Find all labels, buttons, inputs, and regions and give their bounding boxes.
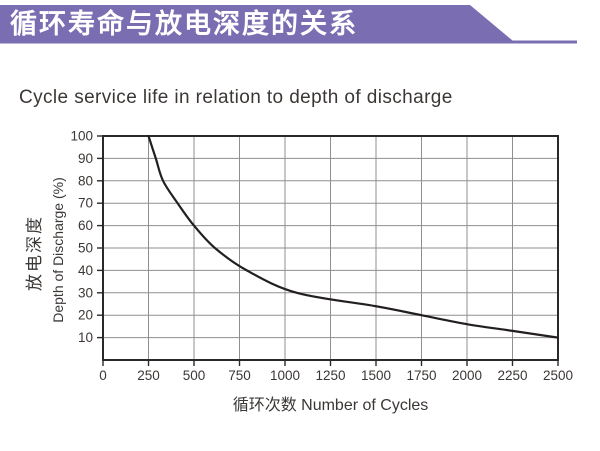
y-tick-label: 10 (78, 330, 93, 345)
banner-title: 循环寿命与放电深度的关系 (10, 9, 358, 39)
cycle-life-curve (147, 134, 560, 339)
y-axis-title-en: Depth of Discharge (%) (50, 177, 66, 323)
x-tick-label: 1000 (270, 368, 300, 383)
x-tick-label: 0 (99, 368, 107, 383)
x-tick-label: 1750 (406, 368, 436, 383)
chart-subtitle: Cycle service life in relation to depth … (19, 87, 453, 108)
banner-trapezoid (0, 5, 577, 44)
plot-border (102, 135, 559, 361)
x-tick-label: 500 (183, 368, 206, 383)
y-tick-label: 50 (78, 241, 93, 256)
y-tick-label: 90 (78, 151, 93, 166)
x-tick-label: 250 (137, 368, 160, 383)
x-tick-label: 2000 (452, 368, 482, 383)
y-tick-label: 60 (78, 218, 93, 233)
y-tick-label: 40 (78, 263, 93, 278)
y-tick-label: 20 (78, 308, 93, 323)
x-axis-title: 循环次数 Number of Cycles (233, 396, 429, 414)
x-tick-label: 2250 (497, 368, 527, 383)
y-tick-label: 70 (78, 196, 93, 211)
y-axis-title-cn: 放电深度 (25, 215, 44, 291)
x-tick-label: 750 (228, 368, 251, 383)
x-tick-label: 2500 (543, 368, 573, 383)
y-tick-label: 30 (78, 285, 93, 300)
x-tick-label: 1500 (361, 368, 391, 383)
banner-ribbon-shape (0, 5, 577, 44)
y-tick-label: 100 (70, 129, 93, 144)
y-tick-label: 80 (78, 173, 93, 188)
x-tick-label: 1250 (315, 368, 345, 383)
header-banner: 循环寿命与放电深度的关系 (0, 0, 600, 50)
